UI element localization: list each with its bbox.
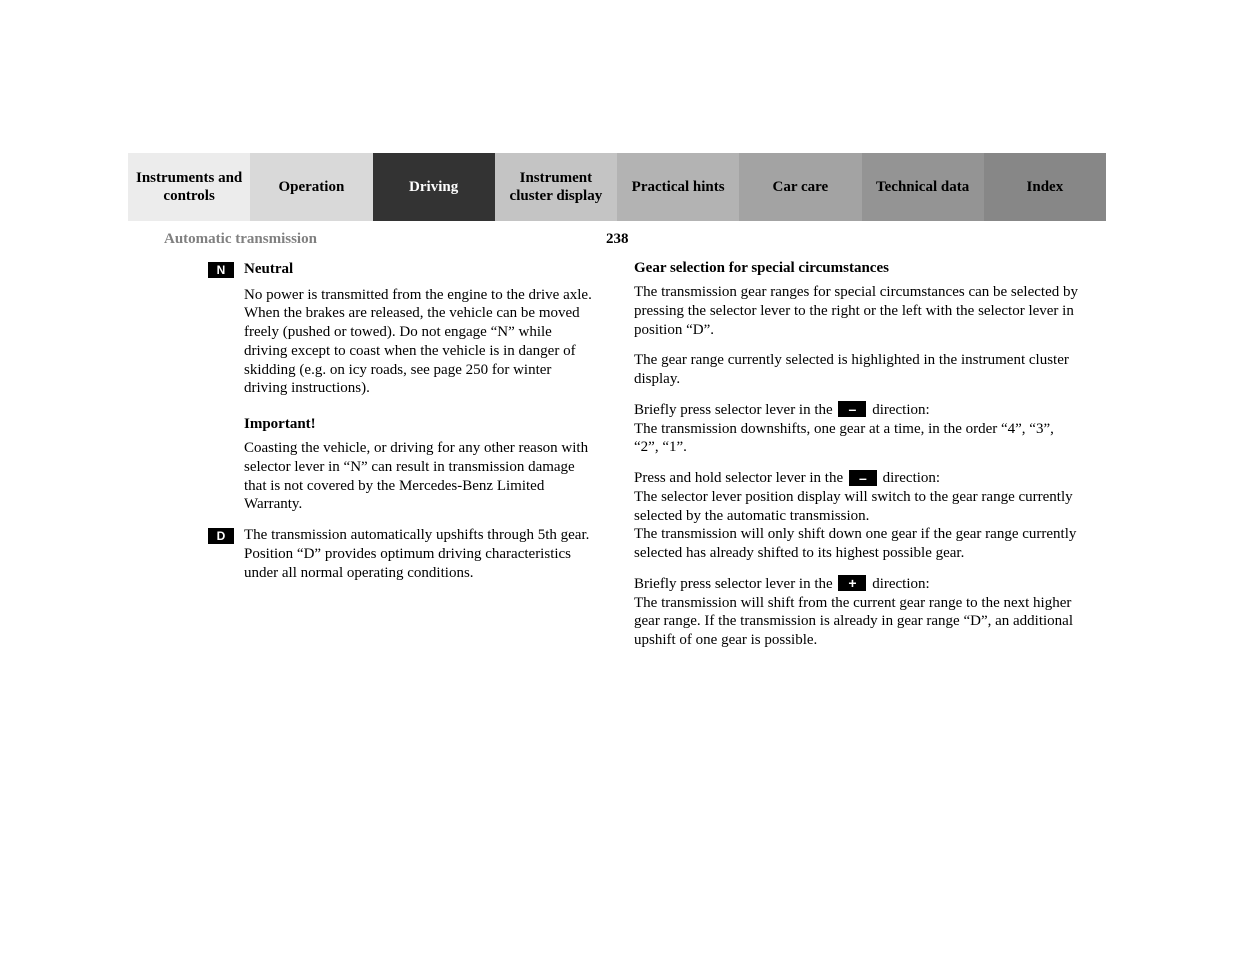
tab-car-care[interactable]: Car care xyxy=(739,153,861,221)
p3-post: direction: xyxy=(868,402,929,418)
left-column: N Neutral No power is transmitted from t… xyxy=(128,260,608,662)
page-body: N Neutral No power is transmitted from t… xyxy=(128,260,1106,662)
gear-d-description: The transmission automatically upshifts … xyxy=(244,526,598,582)
p5-body: The transmission will shift from the cur… xyxy=(634,595,1073,649)
p4-pre: Press and hold selector lever in the xyxy=(634,470,847,486)
p4-post: direction: xyxy=(879,470,940,486)
tab-technical-data[interactable]: Technical data xyxy=(862,153,984,221)
tab-instruments[interactable]: Instruments and controls xyxy=(128,153,250,221)
gear-d-icon: D xyxy=(208,528,234,544)
gear-selection-p5: Briefly press selector lever in the + di… xyxy=(634,575,1078,650)
gear-selection-p3: Briefly press selector lever in the – di… xyxy=(634,401,1078,457)
p3-body: The transmission downshifts, one gear at… xyxy=(634,421,1054,456)
gear-selection-p1: The transmission gear ranges for special… xyxy=(634,283,1078,339)
tab-cluster-display[interactable]: Instrument cluster display xyxy=(495,153,617,221)
gear-n-title: Neutral xyxy=(244,260,293,280)
p5-post: direction: xyxy=(868,576,929,592)
tab-driving[interactable]: Driving xyxy=(373,153,495,221)
p4-body1: The selector lever position display will… xyxy=(634,489,1073,524)
minus-icon: – xyxy=(838,401,866,417)
plus-icon: + xyxy=(838,575,866,591)
tab-index[interactable]: Index xyxy=(984,153,1106,221)
p5-pre: Briefly press selector lever in the xyxy=(634,576,836,592)
important-heading: Important! xyxy=(244,416,598,433)
page-number: 238 xyxy=(606,231,629,248)
tab-practical-hints[interactable]: Practical hints xyxy=(617,153,739,221)
minus-icon: – xyxy=(849,470,877,486)
right-column: Gear selection for special circumstances… xyxy=(608,260,1088,662)
gear-selection-p4: Press and hold selector lever in the – d… xyxy=(634,469,1078,563)
gear-selection-heading: Gear selection for special circumstances xyxy=(634,260,1078,277)
gear-n-description: No power is transmitted from the engine … xyxy=(244,286,598,399)
gear-n-row: N Neutral xyxy=(244,260,598,280)
manual-page: Instruments and controls Operation Drivi… xyxy=(0,0,1235,954)
gear-d-row: D The transmission automatically upshift… xyxy=(244,526,598,582)
tab-operation[interactable]: Operation xyxy=(250,153,372,221)
p3-pre: Briefly press selector lever in the xyxy=(634,402,836,418)
gear-n-icon: N xyxy=(208,262,234,278)
gear-selection-p2: The gear range currently selected is hig… xyxy=(634,351,1078,389)
tab-strip: Instruments and controls Operation Drivi… xyxy=(128,153,1106,221)
important-text: Coasting the vehicle, or driving for any… xyxy=(244,439,598,514)
page-header: Automatic transmission 238 xyxy=(128,231,1106,255)
p4-body2: The transmission will only shift down on… xyxy=(634,526,1076,561)
section-title: Automatic transmission xyxy=(164,231,317,248)
